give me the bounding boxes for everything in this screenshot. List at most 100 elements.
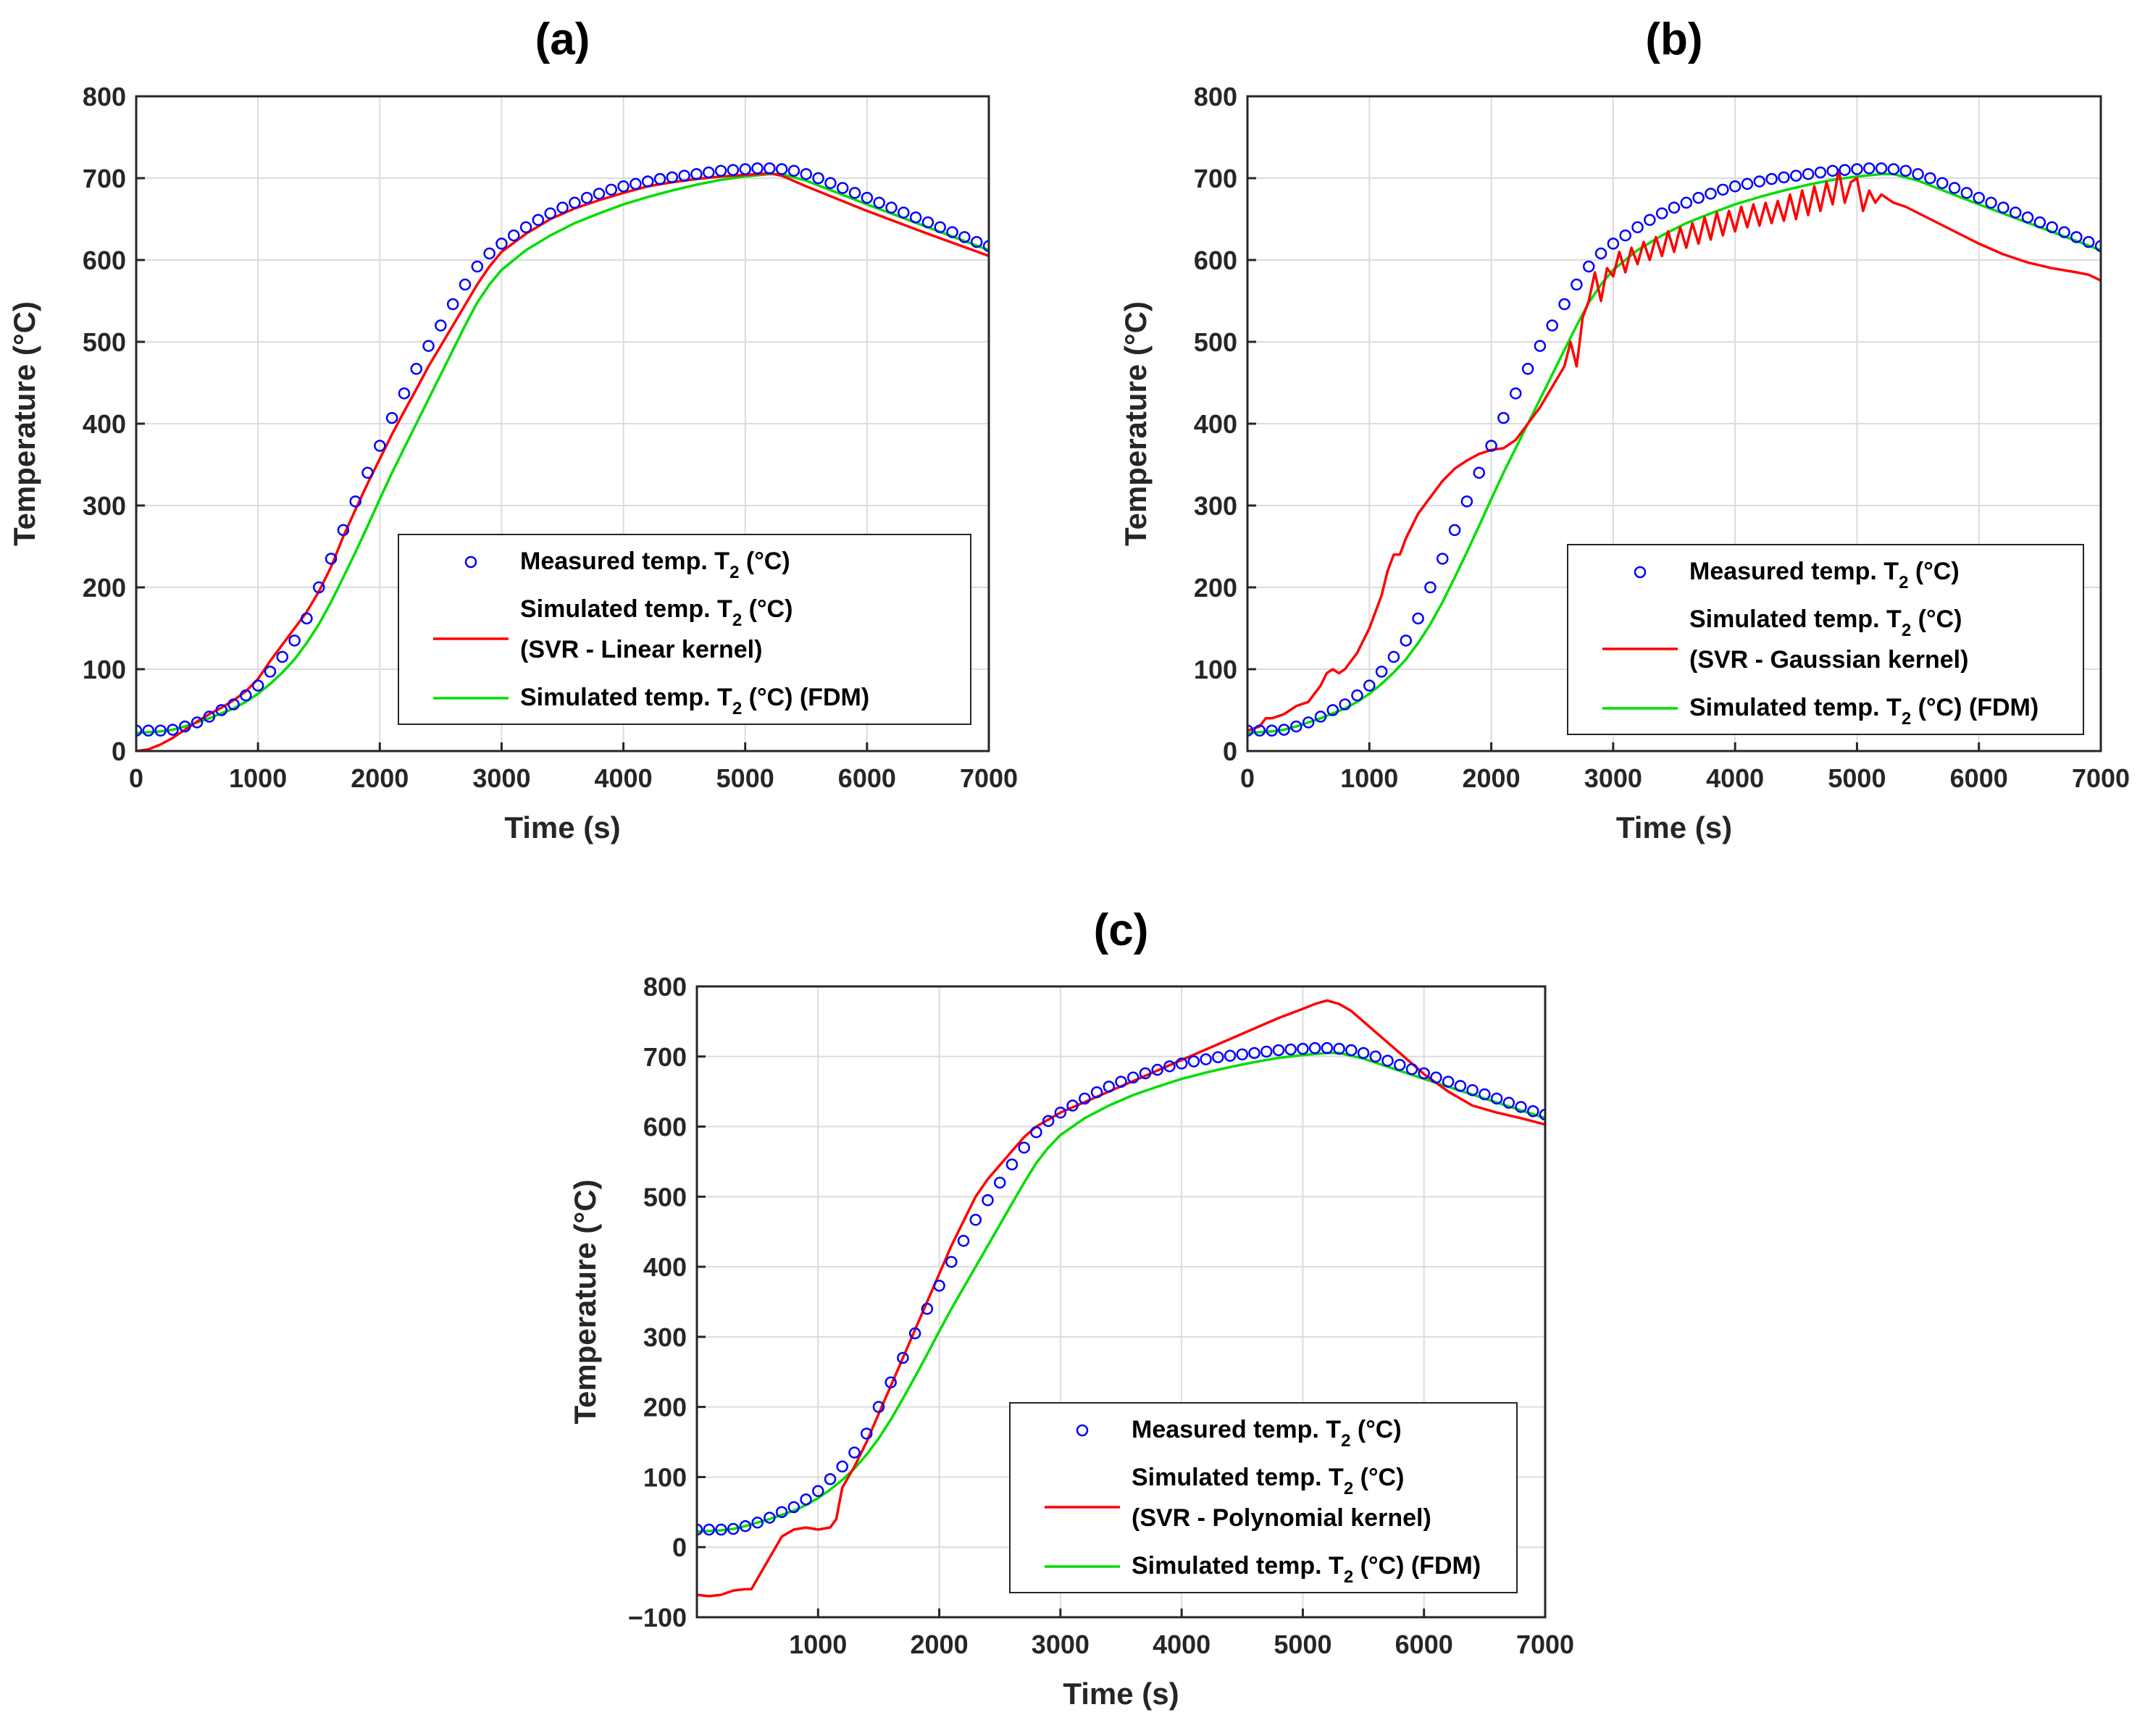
x-tick-label: 3000 <box>1584 763 1642 793</box>
x-tick-label: 7000 <box>2072 763 2130 793</box>
measured-point <box>301 612 313 625</box>
measured-point <box>1546 319 1558 332</box>
legend-subscript: 2 <box>1899 573 1908 592</box>
measured-point <box>2082 235 2095 248</box>
measured-point <box>593 188 606 200</box>
measured-point <box>1224 1049 1237 1062</box>
measured-point <box>898 206 910 219</box>
measured-point <box>690 168 703 180</box>
y-axis-label: Temperature (°C) <box>1119 301 1153 546</box>
measured-point <box>800 1493 812 1506</box>
series-group-b <box>1247 162 2101 737</box>
legend-subscript: 2 <box>1344 1479 1353 1498</box>
measured-point <box>1357 1047 1370 1060</box>
measured-point <box>836 182 849 194</box>
measured-point <box>1079 1092 1091 1105</box>
measured-point <box>1985 196 1997 209</box>
measured-point <box>1826 164 1839 177</box>
measured-point <box>1272 1044 1285 1057</box>
measured-point <box>885 201 898 214</box>
x-tick-label: 5000 <box>1828 763 1886 793</box>
measured-point <box>1997 201 2010 214</box>
measured-point <box>1490 1092 1503 1105</box>
legend-label-svr-kernel: (SVR - Linear kernel) <box>520 636 762 663</box>
measured-point <box>861 191 874 204</box>
chart-panel-a: (a) 0 1000 2000 3000 4000 5000 6000 7000 0 100 200 3… <box>7 14 1018 844</box>
measured-point <box>1363 679 1376 692</box>
measured-point <box>1236 1048 1249 1061</box>
legend-unit: (°C) <box>1350 1416 1401 1443</box>
measured-point <box>361 466 374 479</box>
legend-subscript: 2 <box>732 699 742 718</box>
measured-point <box>471 260 484 273</box>
measured-point <box>422 340 435 352</box>
measured-point <box>848 187 861 199</box>
measured-point <box>1741 177 1754 190</box>
measured-point <box>1321 1041 1334 1054</box>
measured-point <box>1090 1086 1103 1099</box>
legend-text: Measured temp. T <box>520 548 729 575</box>
measured-point <box>1887 163 1900 175</box>
measured-point <box>1594 247 1607 260</box>
x-tick-label: 1000 <box>1340 763 1398 793</box>
x-tick-label: 1000 <box>229 763 287 793</box>
y-tick-label: 0 <box>112 737 126 766</box>
measured-point <box>1765 172 1778 185</box>
legend-unit: (°C) (FDM) <box>1353 1552 1481 1580</box>
measured-point <box>2094 240 2101 253</box>
measured-point <box>1163 1060 1176 1073</box>
x-tick-label: 0 <box>129 763 143 793</box>
measured-point <box>1839 164 1851 176</box>
measured-point <box>1582 260 1595 273</box>
measured-point <box>715 1523 727 1536</box>
measured-point <box>1539 1108 1545 1121</box>
plot-frame-b <box>1246 95 2102 752</box>
measured-point <box>1607 238 1620 250</box>
measured-point <box>385 411 398 424</box>
legend-subscript: 2 <box>732 611 742 630</box>
measured-point <box>1175 1057 1188 1070</box>
x-tick-label: 3000 <box>472 763 530 793</box>
measured-point <box>251 679 264 692</box>
y-tick-label: 700 <box>83 164 126 193</box>
x-tick-label: 2000 <box>1463 763 1521 793</box>
measured-point <box>1308 1041 1321 1054</box>
measured-point <box>982 1194 994 1207</box>
legend-text: Simulated temp. T <box>1689 694 1902 721</box>
measured-point <box>459 278 472 291</box>
legend-label-fdm: Simulated temp. T2 (°C) (FDM) <box>1689 694 2039 729</box>
measured-point <box>1521 363 1534 375</box>
legend-label-fdm: Simulated temp. T2 (°C) (FDM) <box>520 684 869 718</box>
legend-text: Simulated temp. T <box>520 595 732 623</box>
legend-a: Measured temp. T2 (°C)Simulated temp. T2… <box>398 534 971 725</box>
measured-point <box>276 650 289 663</box>
measured-point <box>1619 229 1631 242</box>
measured-point <box>1369 1050 1382 1063</box>
measured-point <box>532 214 545 226</box>
measured-point <box>1030 1126 1042 1139</box>
legend-label-measured: Measured temp. T2 (°C) <box>1132 1416 1402 1451</box>
measured-point <box>678 169 690 182</box>
measured-point <box>1534 340 1547 352</box>
x-axis-label: Time (s) <box>1063 1677 1179 1711</box>
legend-text: Measured temp. T <box>1132 1416 1341 1443</box>
measured-point <box>787 1501 800 1514</box>
y-tick-label: 200 <box>643 1393 687 1422</box>
measured-point <box>848 1446 861 1459</box>
measured-point <box>739 163 751 175</box>
measured-point <box>2033 216 2046 229</box>
measured-point <box>1912 168 1924 180</box>
measured-point <box>1924 172 1936 185</box>
measured-point <box>1400 634 1413 647</box>
measured-point <box>435 319 447 332</box>
measured-point <box>1863 162 1876 175</box>
measured-point <box>312 581 325 594</box>
fdm-series-line <box>697 1052 1545 1533</box>
legend-text: Simulated temp. T <box>1689 605 1902 633</box>
measured-point <box>1139 1067 1152 1080</box>
measured-point <box>519 221 532 234</box>
measured-point <box>142 724 155 737</box>
legend-box <box>1009 1402 1518 1593</box>
measured-point <box>812 172 824 185</box>
y-tick-label: 300 <box>83 491 126 521</box>
